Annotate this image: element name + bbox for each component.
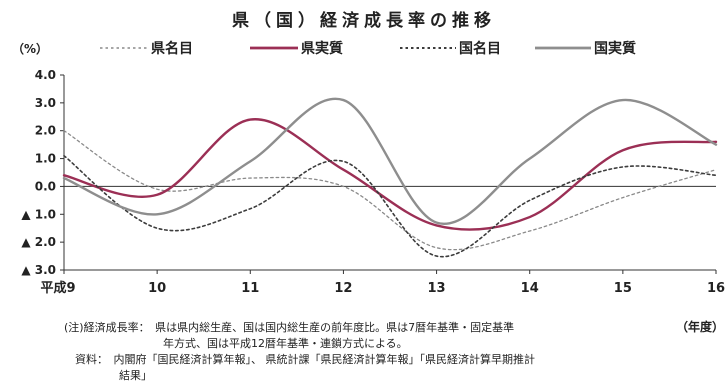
- note-line: 年方式、国は平成12暦年基準・連鎖方式による。: [64, 337, 408, 350]
- chart-notes: (注)経済成長率： 県は県内総生産、国は国内総生産の前年度比。県は7暦年基準・固…: [64, 320, 664, 384]
- chart-legend: 県名目 県実質 国名目 国実質: [100, 37, 700, 59]
- y-tick-label: 4.0: [35, 68, 56, 82]
- legend-swatch: [250, 46, 298, 50]
- plot-area: 4.0 3.0 2.0 1.0 0.0 ▲ 1.0 ▲ 2.0 ▲ 3.0 平成9 10 11 12 1…: [21, 68, 725, 296]
- legend-label: 県名目: [151, 41, 193, 57]
- note-line: 資料： 内閣府「国民経済計算年報」、 県統計課「県民経済計算年報」「県民経済計算…: [64, 353, 535, 366]
- legend-label: 県実質: [301, 41, 343, 57]
- series-line: [63, 154, 717, 258]
- chart-title: 県（国）経済成長率の推移: [232, 11, 496, 31]
- line-chart: 4.0 3.0 2.0 1.0 0.0 ▲ 1.0 ▲ 2.0 ▲ 3.0 平成9 10 11 12 1…: [21, 68, 725, 296]
- x-tick-label: 13: [428, 281, 446, 296]
- x-tick-label: 10: [148, 281, 166, 296]
- legend-label: 国名目: [459, 41, 501, 57]
- legend-item-kuni-real: 国実質: [535, 37, 636, 59]
- legend-item-ken-real: 県実質: [250, 37, 343, 59]
- y-tick-label: ▲ 3.0: [21, 263, 56, 277]
- legend-swatch: [400, 47, 456, 49]
- x-tick-label: 15: [614, 281, 632, 296]
- note-line: (注)経済成長率： 県は県内総生産、国は国内総生産の前年度比。県は7暦年基準・固…: [64, 321, 515, 334]
- y-tick-label: 0.0: [35, 179, 56, 193]
- x-tick-label: 12: [334, 281, 352, 296]
- y-axis-unit: （%）: [12, 42, 49, 56]
- y-tick-label: 3.0: [35, 96, 56, 110]
- x-tick-label: 14: [521, 281, 539, 296]
- x-tick-label: 11: [241, 281, 259, 296]
- y-tick-label: 1.0: [35, 152, 56, 166]
- series-line: [62, 97, 718, 226]
- legend-label: 国実質: [594, 41, 636, 57]
- x-tick-label: 平成9: [40, 280, 75, 296]
- legend-item-kuni-nominal: 国名目: [400, 37, 501, 59]
- x-axis-unit: （年度）: [676, 320, 725, 334]
- y-tick-label: 2.0: [35, 124, 56, 138]
- legend-item-ken-nominal: 県名目: [100, 37, 193, 59]
- x-tick-label: 16: [707, 281, 725, 296]
- series-line: [63, 130, 717, 251]
- y-tick-label: ▲ 2.0: [21, 235, 56, 249]
- note-line: 結果」: [64, 369, 152, 382]
- legend-swatch: [100, 47, 148, 49]
- legend-swatch: [535, 46, 591, 50]
- y-tick-label: ▲ 1.0: [21, 207, 56, 221]
